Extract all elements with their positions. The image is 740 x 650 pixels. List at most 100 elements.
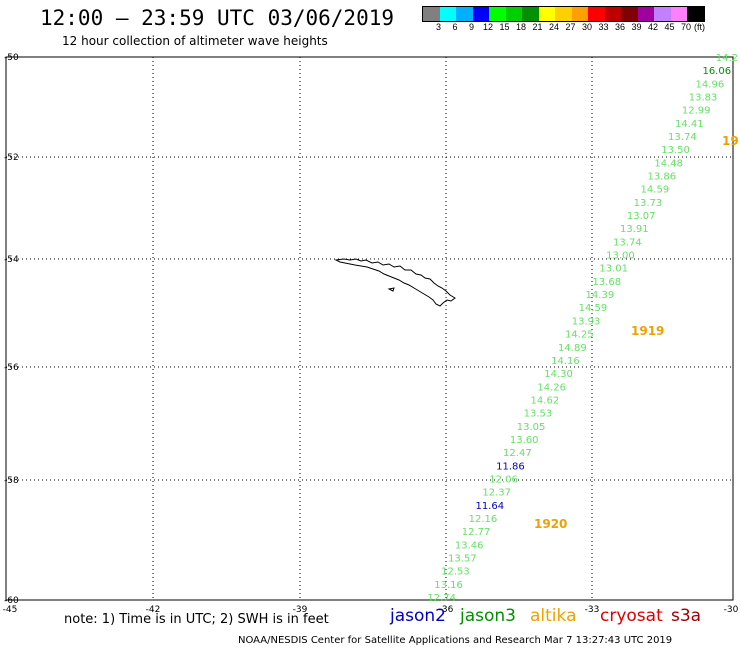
colorbar-swatch (687, 7, 704, 21)
colorbar-swatch (670, 7, 687, 21)
colorbar-swatch (538, 7, 555, 21)
swh-value: 13.00 (606, 251, 635, 262)
swh-value: 13.57 (448, 554, 477, 565)
swh-value: 14.41 (675, 119, 704, 130)
colorbar-swatch (489, 7, 506, 21)
colorbar-tick-label: 15 (499, 22, 510, 32)
colorbar-swatch (604, 7, 621, 21)
swh-value: 14.30 (544, 369, 573, 380)
swh-value: 12.37 (482, 488, 511, 499)
south-georgia-island (334, 258, 456, 307)
axis-labels: -45 -42 -39 -36 -33 -30 -50 -52 -54 -56 -58 -60 (3, 53, 739, 615)
south-georgia-islet (387, 287, 395, 292)
latitude-label: -54 (4, 255, 19, 265)
swh-value: 12.47 (503, 448, 532, 459)
credit-line: NOAA/NESDIS Center for Satellite Applica… (238, 635, 673, 646)
swh-value: 12.74 (427, 593, 456, 604)
colorbar-tick-label: 39 (631, 22, 642, 32)
colorbar-tick-label: 33 (598, 22, 609, 32)
colorbar-tick-label: 12 (482, 22, 494, 32)
colorbar-tick-label: 42 (647, 22, 659, 32)
swh-value: 11.86 (496, 461, 525, 472)
longitude-label: -30 (724, 605, 739, 615)
longitude-label: -39 (293, 605, 308, 615)
swh-value: 13.74 (668, 132, 697, 143)
swh-value: 12.53 (441, 567, 470, 578)
swh-value: 13.91 (620, 224, 649, 235)
swh-value: 12.77 (462, 527, 491, 538)
colorbar-swatch (571, 7, 588, 21)
legend-altika: altika (530, 606, 577, 626)
swh-value: 14.59 (641, 185, 670, 196)
colorbar-swatch (588, 7, 605, 21)
swh-value: 13.60 (510, 435, 539, 446)
colorbar-swatch (637, 7, 654, 21)
wave-height-colorbar (422, 6, 705, 22)
colorbar-swatch (654, 7, 671, 21)
units-note: note: 1) Time is in UTC; 2) SWH is in fe… (64, 612, 329, 627)
colorbar-swatch (621, 7, 638, 21)
legend-jason2: jason2 (390, 606, 446, 626)
colorbar-tick-label: 21 (532, 22, 543, 32)
map-subtitle: 12 hour collection of altimeter wave hei… (62, 34, 328, 48)
latitude-label: -50 (4, 53, 19, 63)
colorbar-tick-label: 24 (548, 22, 560, 32)
pass-time-label: 1920 (534, 517, 567, 531)
map-frame (5, 56, 734, 601)
swh-value: 13.50 (661, 145, 690, 156)
swh-value: 13.86 (647, 172, 676, 183)
swh-value: 13.83 (689, 93, 718, 104)
pass-time-label: 19 (722, 134, 739, 148)
colorbar-swatch (423, 7, 440, 21)
swh-value: 11.64 (475, 501, 504, 512)
colorbar-tick-label: 9 (468, 22, 475, 32)
swh-value: 13.07 (627, 211, 656, 222)
swh-value: 13.05 (517, 422, 546, 433)
swh-value: 13.53 (524, 409, 553, 420)
swh-value: 13.93 (572, 316, 601, 327)
swh-value: 12.16 (469, 514, 498, 525)
graticule (6, 57, 733, 600)
swh-value: 13.16 (434, 580, 463, 591)
swh-value: 14.96 (696, 79, 725, 90)
swh-value: 12.06 (489, 475, 518, 486)
colorbar-tick-label: 3 (435, 22, 442, 32)
colorbar-swatch (522, 7, 539, 21)
colorbar-tick-label: 27 (565, 22, 576, 32)
swh-value: 14.16 (551, 356, 580, 367)
colorbar-unit: (ft) (694, 22, 705, 32)
swh-value: 13.68 (592, 277, 621, 288)
swh-value: 13.46 (455, 540, 484, 551)
longitude-label: -33 (585, 605, 600, 615)
swh-value: 14.48 (654, 158, 683, 169)
swh-value: 13.74 (613, 237, 642, 248)
swh-value: 14.39 (586, 290, 615, 301)
altimeter-track: 14.2 16.06 14.96 13.83 12.99 14.41 13.74 13.50 1… (427, 53, 738, 604)
swh-value: 14.26 (537, 382, 566, 393)
swh-value: 14.89 (558, 343, 587, 354)
colorbar-swatch (555, 7, 572, 21)
swh-value: 14.62 (531, 395, 560, 406)
colorbar-swatch (456, 7, 473, 21)
legend-cryosat: cryosat (600, 606, 663, 626)
colorbar-labels: 3 6 9 12 15 18 21 24 27 30 33 36 39 42 45 70 (ft) (422, 22, 732, 34)
swh-value: 13.73 (634, 198, 663, 209)
colorbar-tick-label: 18 (515, 22, 527, 32)
pass-time-label: 1919 (631, 324, 664, 338)
colorbar-swatch (505, 7, 522, 21)
colorbar-tick-label: 30 (581, 22, 593, 32)
south-georgia-coastline (334, 258, 456, 307)
colorbar-tick-label: 70 (680, 22, 692, 32)
swh-value: 14.25 (565, 330, 594, 341)
latitude-label: -58 (4, 476, 19, 486)
swh-value: 16.06 (702, 66, 731, 77)
latitude-label: -52 (4, 153, 19, 163)
legend-jason3: jason3 (460, 606, 516, 626)
swh-value: 14.59 (579, 303, 608, 314)
longitude-label: -42 (146, 605, 161, 615)
swh-value: 13.01 (599, 264, 628, 275)
map-title: 12:00 — 23:59 UTC 03/06/2019 (40, 6, 395, 30)
